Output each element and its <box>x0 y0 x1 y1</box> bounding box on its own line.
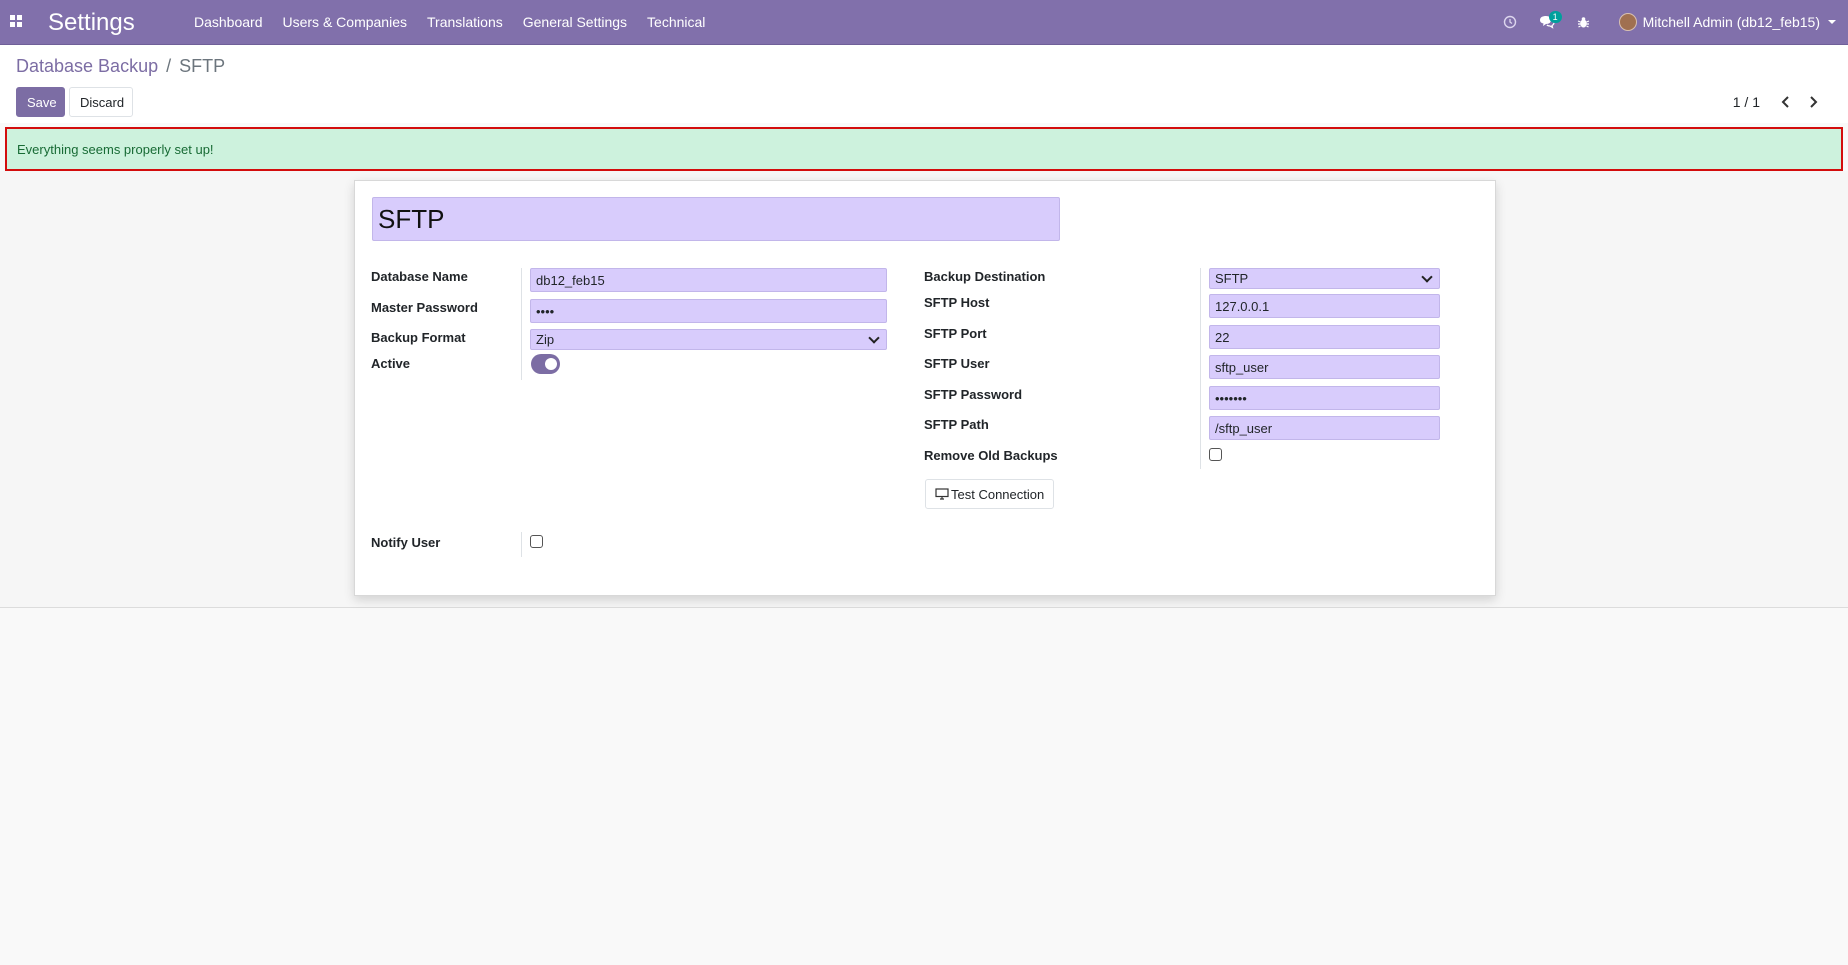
avatar <box>1618 13 1637 31</box>
monitor-icon <box>935 488 949 500</box>
sftp-host-label: SFTP Host <box>924 295 990 310</box>
chevron-down-icon <box>868 331 880 344</box>
sftp-password-field[interactable]: ••••••• <box>1209 386 1440 410</box>
apps-grid-icon[interactable] <box>10 15 23 28</box>
name-input[interactable]: SFTP <box>372 197 1060 241</box>
remove-old-backups-checkbox[interactable] <box>1209 448 1222 461</box>
pager-value[interactable]: 1 / 1 <box>1732 94 1760 110</box>
test-connection-label: Test Connection <box>951 486 1045 502</box>
backup-destination-label: Backup Destination <box>924 269 1046 284</box>
group-divider <box>521 532 522 557</box>
active-toggle[interactable] <box>531 354 560 374</box>
sftp-path-label: SFTP Path <box>924 417 989 432</box>
messages-badge: 1 <box>1548 11 1562 23</box>
app-title[interactable]: Settings <box>48 9 135 36</box>
menu-item-technical[interactable]: Technical <box>647 14 706 30</box>
database-name-field[interactable]: db12_feb15 <box>530 268 887 292</box>
caret-down-icon <box>1828 20 1836 24</box>
sftp-password-label: SFTP Password <box>924 387 1023 402</box>
systray: 1 Mitchell Admin (db12_feb15) <box>1495 0 1848 44</box>
database-name-label: Database Name <box>371 269 468 284</box>
messaging-button[interactable]: 1 <box>1525 0 1569 44</box>
save-button[interactable]: Save <box>16 87 65 117</box>
top-navbar: Settings Dashboard Users & Companies Tra… <box>0 0 1848 45</box>
control-panel: Database Backup / SFTP Save Discard 1 / … <box>0 45 1848 123</box>
breadcrumb-separator: / <box>166 56 172 76</box>
debug-button[interactable] <box>1569 0 1599 44</box>
group-divider <box>1200 268 1201 469</box>
sftp-port-field[interactable]: 22 <box>1209 325 1440 349</box>
notify-user-label: Notify User <box>371 535 441 550</box>
menu-item-dashboard[interactable]: Dashboard <box>194 14 263 30</box>
user-name: Mitchell Admin (db12_feb15) <box>1642 14 1820 30</box>
active-label: Active <box>371 356 411 371</box>
sftp-user-field[interactable]: sftp_user <box>1209 355 1440 379</box>
backup-format-label: Backup Format <box>371 330 466 345</box>
clock-icon <box>1503 15 1516 29</box>
breadcrumb-current: SFTP <box>179 56 226 76</box>
sftp-host-field[interactable]: 127.0.0.1 <box>1209 294 1440 318</box>
pager-previous[interactable] <box>1774 93 1796 111</box>
user-menu[interactable]: Mitchell Admin (db12_feb15) <box>1599 13 1848 31</box>
activity-button[interactable] <box>1495 0 1525 44</box>
sftp-path-field[interactable]: /sftp_user <box>1209 416 1440 440</box>
bug-icon <box>1577 16 1590 28</box>
toggle-knob <box>545 358 557 370</box>
backup-format-value: Zip <box>536 332 555 347</box>
group-divider <box>521 268 522 380</box>
form-sheet: SFTP Database Name db12_feb15 Master Pas… <box>354 180 1496 596</box>
notify-user-checkbox[interactable] <box>530 535 543 548</box>
remove-old-backups-label: Remove Old Backups <box>924 448 1058 463</box>
chevron-down-icon <box>1421 270 1433 283</box>
master-password-label: Master Password <box>371 300 478 315</box>
backup-destination-value: SFTP <box>1215 271 1249 286</box>
master-password-field[interactable]: •••• <box>530 299 887 323</box>
breadcrumb-parent[interactable]: Database Backup <box>16 56 159 76</box>
alert-text: Everything seems properly set up! <box>17 141 214 157</box>
status-alert: Everything seems properly set up! <box>5 127 1843 171</box>
menu-item-translations[interactable]: Translations <box>427 14 503 30</box>
test-connection-button[interactable]: Test Connection <box>925 479 1055 509</box>
sftp-user-label: SFTP User <box>924 356 990 371</box>
pager-next[interactable] <box>1802 93 1824 111</box>
backup-destination-select[interactable]: SFTP <box>1209 268 1440 289</box>
main-menu: Dashboard Users & Companies Translations… <box>184 0 715 44</box>
breadcrumb: Database Backup / SFTP <box>16 56 225 77</box>
pager: 1 / 1 <box>1733 93 1824 111</box>
menu-item-users-companies[interactable]: Users & Companies <box>282 14 408 30</box>
discard-button[interactable]: Discard <box>69 87 133 117</box>
sftp-port-label: SFTP Port <box>924 326 987 341</box>
chevron-left-icon <box>1781 96 1789 108</box>
menu-item-general-settings[interactable]: General Settings <box>522 14 628 30</box>
chevron-right-icon <box>1809 96 1817 108</box>
backup-format-select[interactable]: Zip <box>530 329 887 350</box>
